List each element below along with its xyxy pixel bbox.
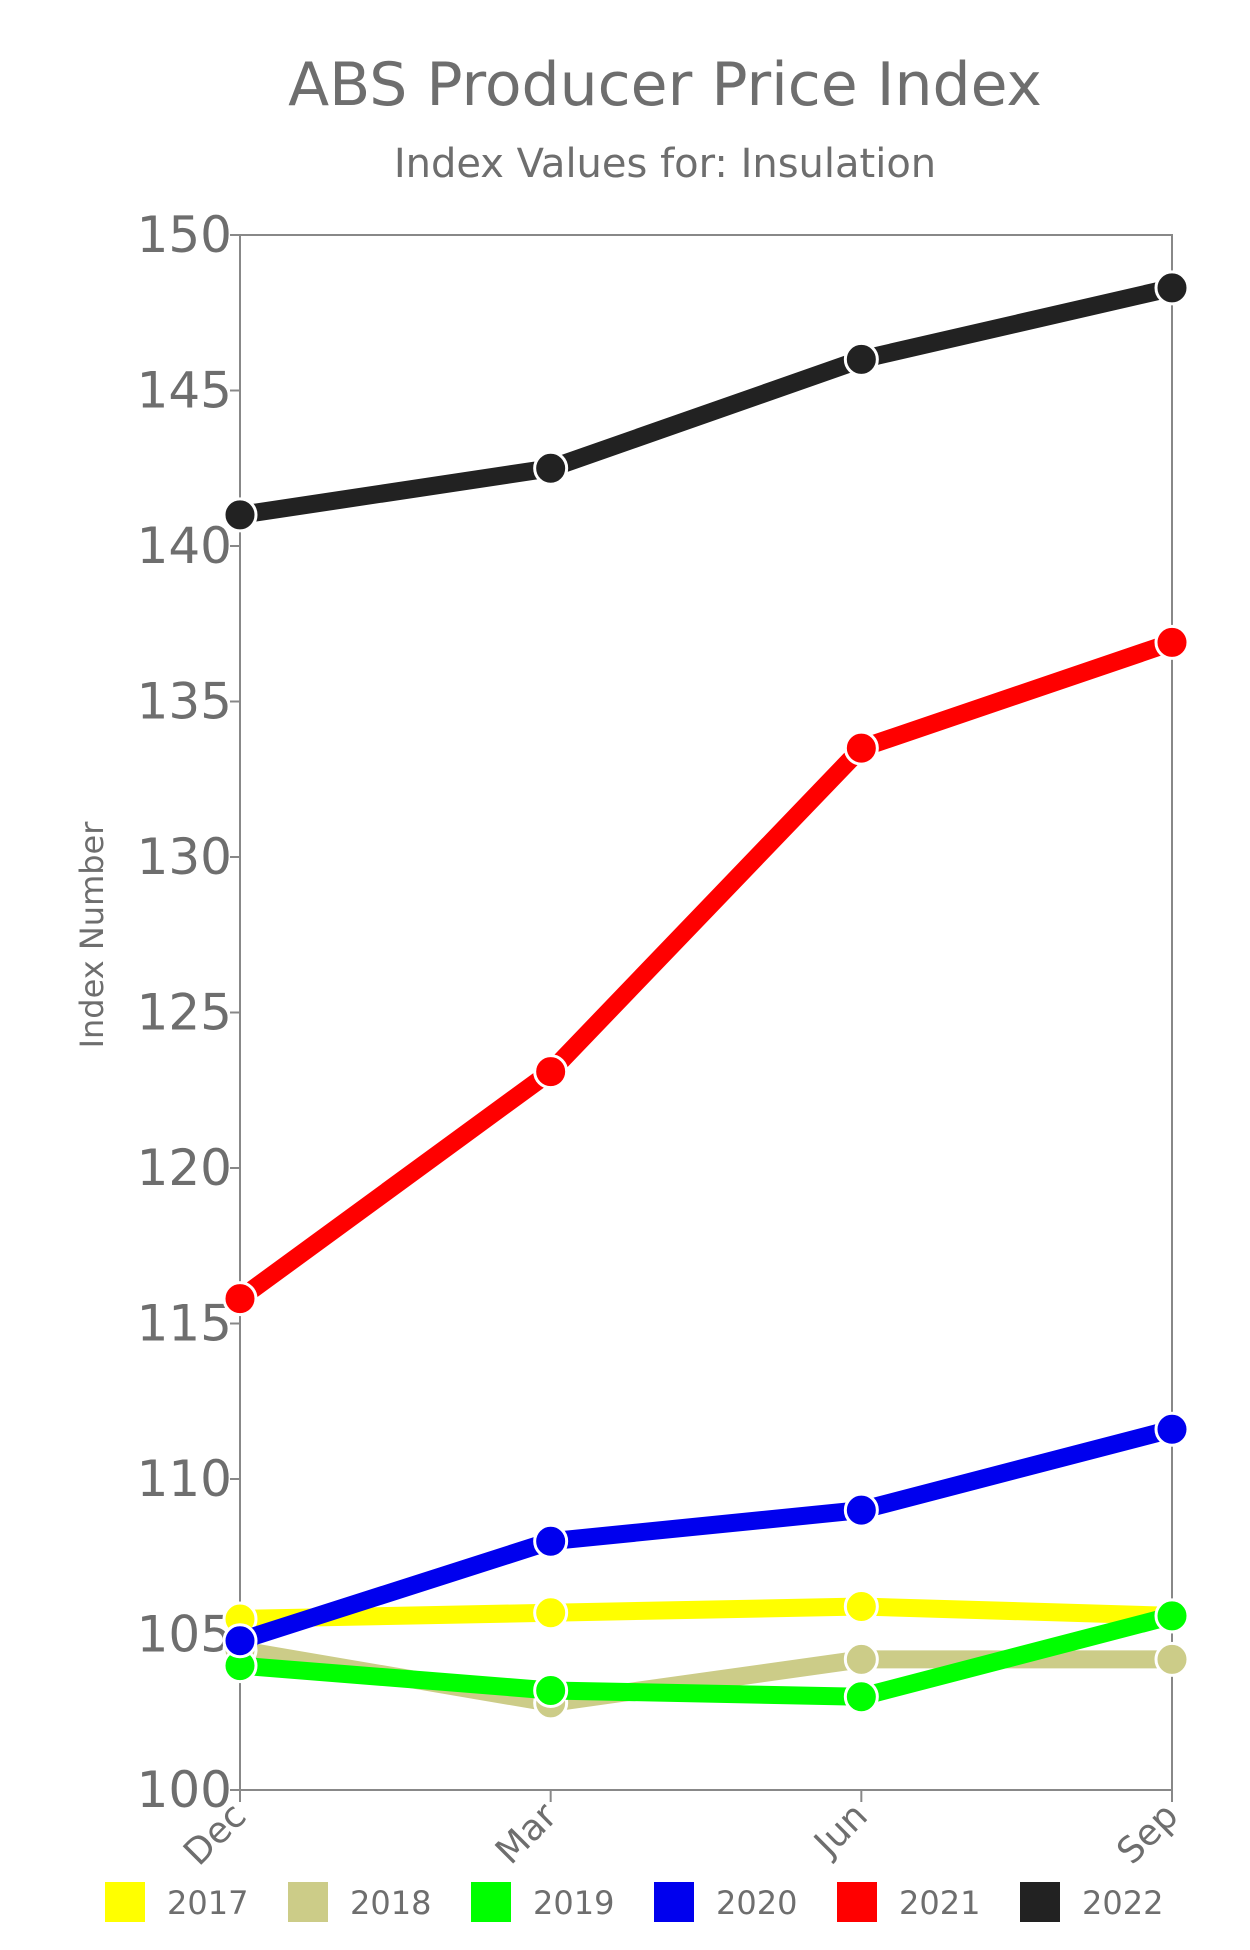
y-tick-label: 125 xyxy=(137,984,232,1042)
data-point-2020-Jun[interactable] xyxy=(843,1492,879,1528)
legend-swatch xyxy=(837,1882,877,1922)
data-point-2018-Sep[interactable] xyxy=(1154,1641,1190,1677)
y-tick-label: 135 xyxy=(137,673,232,731)
y-tick-label: 120 xyxy=(137,1139,232,1197)
legend-item-2017[interactable]: 2017 xyxy=(105,1882,248,1922)
data-point-2022-Dec[interactable] xyxy=(222,497,258,533)
legend-swatch xyxy=(288,1882,328,1922)
data-point-2022-Jun[interactable] xyxy=(843,341,879,377)
legend-swatch xyxy=(654,1882,694,1922)
data-point-2022-Mar[interactable] xyxy=(533,450,569,486)
data-point-2020-Dec[interactable] xyxy=(222,1623,258,1659)
data-point-2021-Sep[interactable] xyxy=(1154,624,1190,660)
series-2021 xyxy=(222,624,1190,1317)
legend-swatch xyxy=(1020,1882,1060,1922)
data-point-2021-Jun[interactable] xyxy=(843,730,879,766)
series-line-2020 xyxy=(231,1420,1181,1650)
data-point-2021-Mar[interactable] xyxy=(533,1054,569,1090)
legend-label: 2021 xyxy=(899,1884,980,1922)
series-line-2019 xyxy=(231,1606,1181,1706)
data-point-2017-Jun[interactable] xyxy=(843,1589,879,1625)
data-point-2019-Sep[interactable] xyxy=(1154,1598,1190,1634)
data-point-2019-Mar[interactable] xyxy=(533,1672,569,1708)
y-tick-label: 110 xyxy=(137,1450,232,1508)
legend-label: 2017 xyxy=(167,1884,248,1922)
series-line-2017 xyxy=(231,1597,1181,1628)
legend-swatch xyxy=(471,1882,511,1922)
data-point-2018-Jun[interactable] xyxy=(843,1641,879,1677)
y-tick-label: 150 xyxy=(137,206,232,264)
data-point-2022-Sep[interactable] xyxy=(1154,270,1190,306)
y-tick-label: 115 xyxy=(137,1295,232,1353)
legend-label: 2019 xyxy=(533,1884,614,1922)
legend-item-2019[interactable]: 2019 xyxy=(471,1882,614,1922)
legend-label: 2022 xyxy=(1082,1884,1163,1922)
series-2022 xyxy=(222,270,1190,533)
y-tick-label: 130 xyxy=(137,828,232,886)
series-2020 xyxy=(222,1411,1190,1659)
legend-swatch xyxy=(105,1882,145,1922)
plot-area-frame xyxy=(239,234,1173,1791)
data-point-2019-Jun[interactable] xyxy=(843,1679,879,1715)
y-tick-label: 100 xyxy=(137,1761,232,1819)
series-line-2021 xyxy=(231,633,1181,1308)
legend-item-2022[interactable]: 2022 xyxy=(1020,1882,1163,1922)
data-point-2020-Mar[interactable] xyxy=(533,1523,569,1559)
series-line-2022 xyxy=(231,278,1181,524)
y-tick-label: 140 xyxy=(137,517,232,575)
y-tick-label: 145 xyxy=(137,362,232,420)
legend-label: 2018 xyxy=(350,1884,431,1922)
chart-subtitle: Index Values for: Insulation xyxy=(394,141,936,187)
legend-item-2021[interactable]: 2021 xyxy=(837,1882,980,1922)
data-point-2020-Sep[interactable] xyxy=(1154,1411,1190,1447)
x-tick-label: Jun xyxy=(806,1795,876,1865)
x-tick-label: Mar xyxy=(488,1795,565,1872)
data-point-2017-Mar[interactable] xyxy=(533,1595,569,1631)
x-tick-label: Sep xyxy=(1109,1795,1186,1872)
y-axis-label: Index Number xyxy=(73,821,111,1049)
legend-label: 2020 xyxy=(716,1884,797,1922)
legend-item-2020[interactable]: 2020 xyxy=(654,1882,797,1922)
y-tick-label: 105 xyxy=(137,1606,232,1664)
chart-title: ABS Producer Price Index xyxy=(288,50,1042,120)
data-point-2021-Dec[interactable] xyxy=(222,1281,258,1317)
legend-item-2018[interactable]: 2018 xyxy=(288,1882,431,1922)
